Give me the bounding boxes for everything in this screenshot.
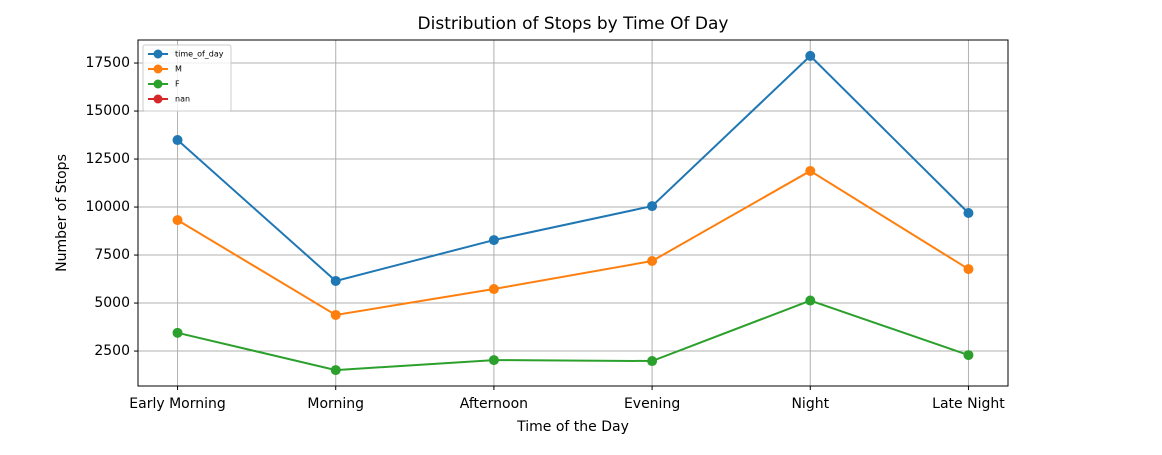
point — [488, 284, 499, 295]
legend-marker — [153, 64, 163, 74]
x-tick-label: Evening — [624, 396, 680, 412]
line — [177, 169, 969, 317]
x-axis-label: Time of the Day — [516, 419, 629, 435]
point — [330, 309, 341, 320]
point — [963, 350, 974, 361]
point — [805, 165, 816, 176]
legend-marker — [153, 49, 163, 59]
point — [172, 327, 183, 338]
point — [330, 275, 341, 286]
point — [488, 235, 499, 246]
x-tick-label: Early Morning — [129, 396, 225, 412]
point — [963, 208, 974, 218]
x-tick-label: Afternoon — [460, 396, 528, 412]
y-tick-label: 2500 — [94, 343, 130, 359]
y-tick-label: 5000 — [94, 295, 130, 311]
point — [172, 135, 183, 146]
point — [805, 50, 816, 61]
y-tick-label: 17500 — [85, 55, 130, 71]
point — [647, 356, 658, 367]
point — [330, 365, 341, 376]
legend-box — [142, 44, 232, 112]
point — [805, 295, 816, 306]
line — [177, 299, 969, 372]
legend-label: M — [175, 65, 182, 74]
legend-label: nan — [175, 95, 190, 104]
y-tick-label: 7500 — [94, 247, 130, 263]
y-axis-label: Number of Stops — [54, 154, 70, 272]
plot-frame — [137, 39, 1009, 387]
point — [488, 355, 499, 366]
y-tick-label: 15000 — [85, 103, 130, 119]
legend-marker — [153, 79, 163, 89]
y-tick-label: 12500 — [85, 151, 130, 167]
point — [963, 264, 974, 275]
x-tick-label: Morning — [307, 396, 364, 412]
legend-label: F — [175, 80, 180, 89]
point — [172, 215, 183, 226]
line — [176, 54, 970, 283]
point — [647, 256, 658, 267]
x-tick-label: Night — [791, 396, 829, 412]
x-tick-label: Late Night — [932, 396, 1005, 412]
legend-label: time_of_day — [175, 50, 224, 59]
point — [647, 201, 658, 212]
legend-marker — [153, 94, 163, 104]
chart-title: Distribution of Stops by Time Of Day — [418, 14, 729, 34]
y-tick-label: 10000 — [85, 199, 130, 215]
